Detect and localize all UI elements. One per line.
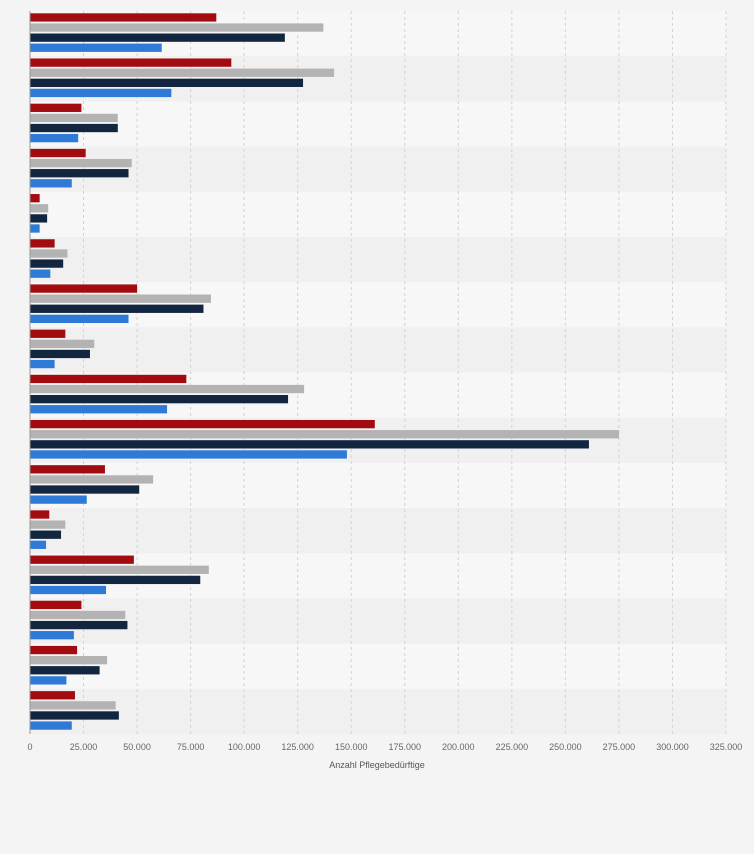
bar xyxy=(30,179,72,188)
bar xyxy=(30,259,64,268)
bar xyxy=(30,555,134,564)
row-band xyxy=(30,236,726,283)
bar xyxy=(30,103,82,112)
bar xyxy=(30,465,105,474)
bar xyxy=(30,645,78,655)
bar xyxy=(30,23,324,32)
row-band xyxy=(30,191,726,237)
bar xyxy=(30,721,72,730)
bar xyxy=(30,405,168,414)
bar xyxy=(30,329,66,338)
bar xyxy=(30,540,47,549)
bar xyxy=(30,485,140,494)
bar xyxy=(30,656,108,665)
row-band xyxy=(30,643,726,689)
bar xyxy=(30,349,90,359)
bar xyxy=(30,510,50,519)
bar xyxy=(30,475,154,484)
bar xyxy=(30,68,335,77)
bar xyxy=(30,133,79,143)
bar xyxy=(30,359,55,369)
bars xyxy=(30,13,619,730)
bar xyxy=(30,194,40,203)
bar xyxy=(30,419,375,429)
bar xyxy=(30,384,305,394)
bar xyxy=(30,701,116,710)
x-tick-label: 25.000 xyxy=(70,742,98,752)
bar xyxy=(30,610,126,620)
bar xyxy=(30,575,201,585)
x-tick-label: 100.000 xyxy=(228,742,261,752)
bar xyxy=(30,123,118,133)
bar xyxy=(30,33,285,42)
x-axis-label: Anzahl Pflegebedürftige xyxy=(329,760,425,770)
x-tick-label: 0 xyxy=(27,742,32,752)
bar xyxy=(30,13,217,22)
row-band xyxy=(30,462,726,509)
bar xyxy=(30,113,118,123)
bar xyxy=(30,239,55,248)
bar xyxy=(30,204,49,213)
bar xyxy=(30,711,119,720)
bar xyxy=(30,495,87,504)
x-tick-label: 125.000 xyxy=(281,742,314,752)
grid-lines xyxy=(83,11,727,734)
row-band xyxy=(30,101,726,147)
row-band xyxy=(30,598,726,644)
row-band xyxy=(30,508,726,554)
bar xyxy=(30,304,204,313)
bar xyxy=(30,676,67,685)
bar xyxy=(30,374,187,384)
bar xyxy=(30,169,129,178)
bar xyxy=(30,294,211,303)
x-tick-label: 150.000 xyxy=(335,742,368,752)
bar xyxy=(30,530,62,539)
bar xyxy=(30,520,66,529)
bar xyxy=(30,620,128,630)
bar xyxy=(30,43,162,52)
x-tick-label: 200.000 xyxy=(442,742,475,752)
row-band xyxy=(30,688,726,734)
bar xyxy=(30,339,95,349)
bar xyxy=(30,450,347,459)
x-tick-label: 250.000 xyxy=(549,742,582,752)
bar xyxy=(30,314,129,324)
x-tick-labels: 0 25.000 50.000 75.000 100.000 125.000 150.000… xyxy=(27,742,742,752)
bar xyxy=(30,88,172,98)
bar xyxy=(30,158,132,168)
bar xyxy=(30,284,138,293)
bar xyxy=(30,224,40,233)
x-tick-label: 275.000 xyxy=(603,742,636,752)
x-tick-label: 175.000 xyxy=(388,742,421,752)
bar xyxy=(30,78,304,87)
x-tick-label: 300.000 xyxy=(656,742,689,752)
x-tick-label: 75.000 xyxy=(177,742,205,752)
bar xyxy=(30,269,51,278)
x-tick-label: 50.000 xyxy=(123,742,151,752)
bar xyxy=(30,249,68,258)
bar xyxy=(30,600,82,610)
bar xyxy=(30,565,209,574)
bar xyxy=(30,440,589,449)
bar xyxy=(30,631,74,640)
bar xyxy=(30,148,86,158)
x-tick-label: 225.000 xyxy=(496,742,529,752)
x-tick-label: 325.000 xyxy=(710,742,743,752)
bar xyxy=(30,214,48,223)
bar xyxy=(30,430,619,439)
bar xyxy=(30,691,75,700)
bar xyxy=(30,666,100,675)
bar xyxy=(30,395,289,404)
row-bands xyxy=(30,11,726,734)
row-band xyxy=(30,146,726,192)
bar xyxy=(30,585,107,595)
row-band xyxy=(30,327,726,373)
bar xyxy=(30,58,232,67)
